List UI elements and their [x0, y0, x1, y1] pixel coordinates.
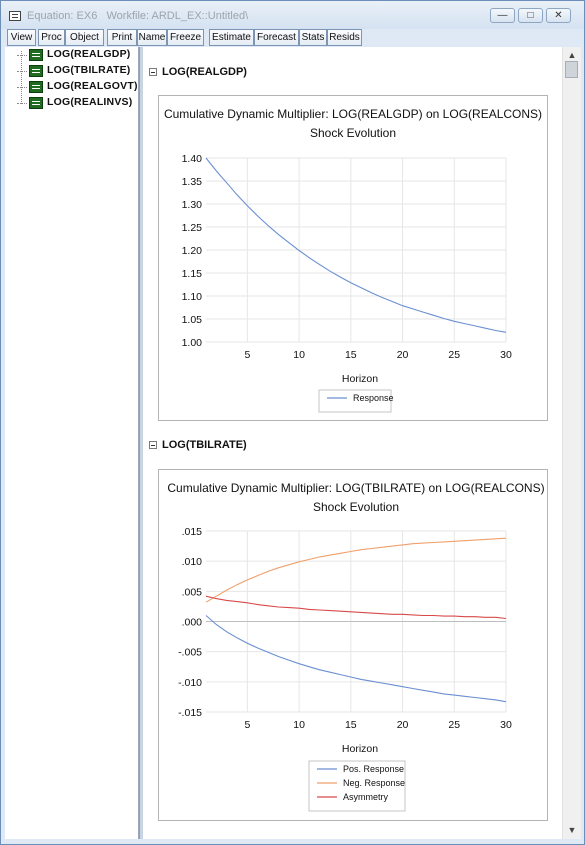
minimize-button[interactable]: —	[490, 8, 515, 23]
collapse-icon[interactable]	[149, 441, 157, 449]
scroll-thumb[interactable]	[565, 61, 578, 78]
view-button[interactable]: View	[7, 29, 36, 46]
y-tick-label: .000	[182, 617, 203, 629]
y-tick-label: 1.35	[182, 176, 203, 188]
x-tick-label: 15	[345, 349, 357, 361]
resids-button[interactable]: Resids	[327, 29, 362, 46]
x-tick-label: 30	[500, 349, 512, 361]
maximize-icon: □	[527, 10, 534, 21]
legend-label: Asymmetry	[343, 792, 389, 802]
estimate-button[interactable]: Estimate	[209, 29, 254, 46]
chart-realgdp: Cumulative Dynamic Multiplier: LOG(REALG…	[164, 107, 542, 413]
y-tick-label: .005	[182, 586, 203, 598]
print-button[interactable]: Print	[107, 29, 137, 46]
x-tick-label: 25	[448, 349, 460, 361]
equation-icon	[29, 97, 43, 109]
series-line	[205, 595, 507, 620]
window-menu-icon[interactable]	[9, 11, 21, 21]
graph-pane: LOG(REALGDP) Cumulative Dynamic Multipli…	[143, 47, 562, 839]
x-tick-label: 15	[345, 719, 357, 731]
x-axis-label: Horizon	[342, 743, 378, 755]
tree-item-label: LOG(REALGDP)	[47, 48, 131, 60]
y-tick-label: 1.30	[182, 199, 203, 211]
minimize-icon: —	[497, 10, 508, 21]
forecast-button[interactable]: Forecast	[254, 29, 299, 46]
x-tick-label: 10	[293, 349, 305, 361]
chart-title: Cumulative Dynamic Multiplier: LOG(TBILR…	[167, 481, 544, 495]
tree-item-label: LOG(TBILRATE)	[47, 64, 131, 76]
section-title: LOG(REALGDP)	[162, 66, 247, 78]
title-bar[interactable]: Equation: EX6 Workfile: ARDL_EX::Untitle…	[1, 1, 584, 29]
chart-tbilrate: Cumulative Dynamic Multiplier: LOG(TBILR…	[167, 481, 545, 812]
object-tree-pane[interactable]: LOG(REALGDP) LOG(TBILRATE) LOG(REALGOVT)…	[5, 47, 139, 839]
window-title: Equation: EX6 Workfile: ARDL_EX::Untitle…	[27, 10, 249, 22]
vertical-scrollbar[interactable]: ▲ ▼	[562, 47, 581, 839]
legend-box	[318, 389, 392, 413]
proc-button[interactable]: Proc	[38, 29, 65, 46]
legend-label: Pos. Response	[343, 764, 404, 774]
tree-branch	[17, 87, 27, 88]
y-tick-label: -.010	[178, 677, 202, 689]
tree-item-label: LOG(REALINVS)	[47, 96, 133, 108]
chart-title: Cumulative Dynamic Multiplier: LOG(REALG…	[164, 107, 542, 121]
tree-branch	[17, 71, 27, 72]
x-tick-label: 10	[293, 719, 305, 731]
y-tick-label: 1.00	[182, 337, 203, 349]
y-tick-label: -.015	[178, 707, 202, 719]
tree-item-label: LOG(REALGOVT)	[47, 80, 138, 92]
tree-branch	[17, 55, 27, 56]
x-tick-label: 20	[397, 349, 409, 361]
stats-button[interactable]: Stats	[299, 29, 327, 46]
x-tick-label: 30	[500, 719, 512, 731]
chart-frame-realgdp: Cumulative Dynamic Multiplier: LOG(REALG…	[158, 95, 548, 421]
close-icon: ✕	[554, 10, 563, 21]
scroll-up-icon[interactable]: ▲	[567, 50, 577, 60]
chart-frame-tbilrate: Cumulative Dynamic Multiplier: LOG(TBILR…	[158, 469, 548, 821]
name-button[interactable]: Name	[137, 29, 167, 46]
y-tick-label: 1.25	[182, 222, 203, 234]
scroll-down-icon[interactable]: ▼	[567, 825, 577, 835]
collapse-icon[interactable]	[149, 68, 157, 76]
y-tick-label: -.005	[178, 647, 202, 659]
equation-icon	[29, 65, 43, 77]
x-axis-label: Horizon	[342, 373, 378, 385]
series-line	[205, 615, 507, 703]
x-tick-label: 20	[397, 719, 409, 731]
x-tick-label: 5	[244, 719, 250, 731]
y-tick-label: 1.40	[182, 153, 203, 165]
chart-subtitle: Shock Evolution	[313, 500, 399, 514]
equation-icon	[29, 49, 43, 61]
x-tick-label: 25	[448, 719, 460, 731]
object-button[interactable]: Object	[65, 29, 104, 46]
series-line	[205, 537, 507, 603]
pane-splitter[interactable]	[139, 47, 143, 839]
tree-connector	[21, 51, 22, 104]
y-tick-label: .010	[182, 556, 203, 568]
y-tick-label: 1.10	[182, 291, 203, 303]
section-title: LOG(TBILRATE)	[162, 439, 247, 451]
y-tick-label: .015	[182, 526, 203, 538]
y-tick-label: 1.15	[182, 268, 203, 280]
y-tick-label: 1.20	[182, 245, 203, 257]
legend-label: Neg. Response	[343, 778, 405, 788]
legend-label: Response	[353, 393, 394, 403]
close-button[interactable]: ✕	[546, 8, 571, 23]
equation-icon	[29, 81, 43, 93]
chart-subtitle: Shock Evolution	[310, 126, 396, 140]
tree-branch	[17, 103, 27, 104]
series-line	[205, 157, 507, 333]
maximize-button[interactable]: □	[518, 8, 543, 23]
x-tick-label: 5	[244, 349, 250, 361]
y-tick-label: 1.05	[182, 314, 203, 326]
freeze-button[interactable]: Freeze	[167, 29, 204, 46]
